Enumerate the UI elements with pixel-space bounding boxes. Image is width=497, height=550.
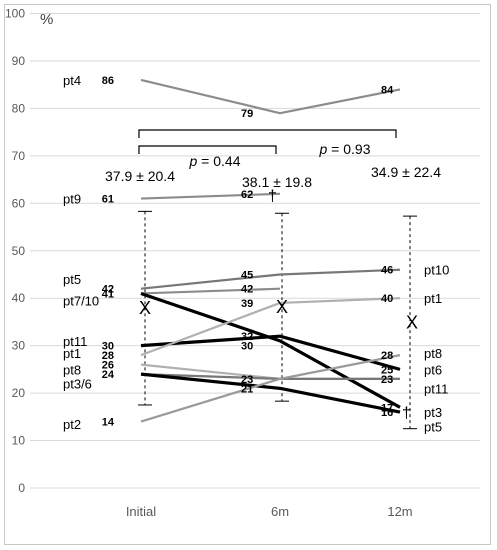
value-label: 28 <box>102 350 114 362</box>
value-label: 61 <box>102 194 114 206</box>
mean-sd-label: 38.1 ± 19.8 <box>242 174 312 190</box>
value-label: 45 <box>241 269 253 281</box>
y-tick-label: 40 <box>12 291 26 305</box>
y-tick-label: 100 <box>5 7 25 21</box>
comparison-bracket <box>138 145 277 154</box>
mean-sd-label: 37.9 ± 20.4 <box>105 168 175 184</box>
x-tick-labels: Initial 6m 12m <box>126 504 413 519</box>
patient-label: pt9 <box>63 192 81 207</box>
value-label: 40 <box>381 293 393 305</box>
patient-label: pt11 <box>424 381 448 396</box>
value-label: 30 <box>102 341 114 353</box>
value-label: 86 <box>102 75 114 87</box>
y-axis-unit: % <box>40 11 53 28</box>
chart-frame <box>4 4 491 545</box>
x-tick-label: 12m <box>387 504 412 519</box>
patient-label: pt4 <box>63 73 81 88</box>
p-value: = 0.44 <box>197 153 240 169</box>
patient-label: pt7/10 <box>63 294 99 309</box>
value-label: 23 <box>381 374 393 386</box>
patient-label: pt8 <box>424 346 442 361</box>
p-symbol: p <box>319 141 328 157</box>
p-value-label: p = 0.93 <box>319 141 371 157</box>
series-line-pt2 <box>140 354 401 423</box>
series-line-pt1 <box>140 297 401 357</box>
value-label: 16 <box>381 407 393 419</box>
value-label: 30 <box>241 341 253 353</box>
dagger-markers: †† <box>268 188 411 422</box>
y-tick-label: 10 <box>12 434 26 448</box>
value-label: 62 <box>241 189 253 201</box>
patient-label: pt1 <box>63 346 81 361</box>
comparison-bracket <box>138 129 397 138</box>
y-tick-label: 80 <box>12 101 26 115</box>
p-symbol: p <box>189 153 198 169</box>
y-tick-label: 30 <box>12 339 26 353</box>
value-label: 79 <box>241 108 253 120</box>
patient-label: pt2 <box>63 417 81 432</box>
value-label: 23 <box>241 374 253 386</box>
value-label: 84 <box>381 84 394 96</box>
comparison-brackets: p = 0.44p = 0.93 <box>138 129 397 169</box>
value-label: 17 <box>381 402 393 414</box>
value-label: 25 <box>381 364 393 376</box>
value-label: 46 <box>381 265 393 277</box>
y-tick-label: 0 <box>18 481 25 495</box>
series-line-pt7-10-b <box>140 291 401 409</box>
series-line-pt9 <box>140 192 281 200</box>
y-tick-label: 70 <box>12 149 26 163</box>
p-value-label: p = 0.44 <box>189 153 241 169</box>
dagger-marker: † <box>268 188 277 205</box>
p-value: = 0.93 <box>327 141 370 157</box>
y-tick-label: 20 <box>12 386 26 400</box>
patient-label: pt5 <box>63 272 81 287</box>
y-tick-labels: 0 10 20 30 40 50 60 70 80 90 100 <box>5 7 25 496</box>
series-line-pt11 <box>140 334 401 371</box>
patient-label: pt6 <box>424 362 442 377</box>
patient-label: pt3/6 <box>63 377 92 392</box>
value-label: 32 <box>241 331 253 343</box>
value-label: 42 <box>241 284 253 296</box>
value-label: 24 <box>102 369 115 381</box>
value-label: 39 <box>241 298 253 310</box>
x-tick-label: Initial <box>126 504 156 519</box>
patient-label: pt3 <box>424 405 442 420</box>
value-label: 21 <box>241 383 253 395</box>
mean-marker: X <box>276 297 288 317</box>
patient-label: pt1 <box>424 291 442 306</box>
y-tick-label: 50 <box>12 244 26 258</box>
series-line-pt4 <box>140 78 401 115</box>
mean-marker: X <box>406 312 418 332</box>
dagger-marker: † <box>402 405 411 422</box>
patient-label: pt5 <box>424 419 442 434</box>
value-label: 28 <box>381 350 393 362</box>
patient-label: pt8 <box>63 362 81 377</box>
grid-lines <box>30 13 480 489</box>
mean-sd-label: 34.9 ± 22.4 <box>371 164 441 180</box>
sd-error-bars <box>138 210 417 430</box>
patient-labels: pt4pt9pt5pt7/10pt11pt1pt8pt3/6pt2pt10pt1… <box>63 73 449 434</box>
patient-label: pt11 <box>63 334 87 349</box>
value-label: 41 <box>102 288 114 300</box>
y-tick-label: 60 <box>12 196 26 210</box>
mean-marker: X <box>139 298 151 318</box>
series-line-pt5 <box>140 268 401 290</box>
series-line-pt7-10-a <box>140 287 281 295</box>
value-label: 42 <box>102 284 114 296</box>
value-label: 14 <box>102 417 115 429</box>
series-lines <box>140 78 401 423</box>
patient-label: pt10 <box>424 263 449 278</box>
series-line-pt3-6-b <box>140 372 401 414</box>
x-tick-label: 6m <box>271 504 289 519</box>
mean-markers: X XX <box>139 297 418 332</box>
value-label: 26 <box>102 360 114 372</box>
mean-sd-labels: 37.9 ± 20.4 38.1 ± 19.8 34.9 ± 22.4 <box>105 164 441 190</box>
y-tick-label: 90 <box>12 54 26 68</box>
